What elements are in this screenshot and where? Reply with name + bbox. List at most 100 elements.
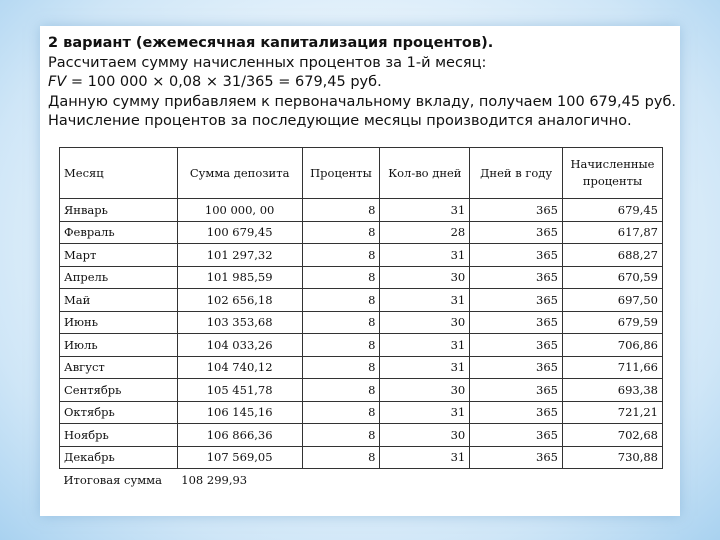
header-days: Кол-во дней: [379, 147, 471, 199]
cell-accrued-interest: 721,21: [561, 400, 664, 424]
cell-percent: 8: [301, 378, 381, 402]
cell-month: Сентябрь: [59, 378, 178, 402]
table-row: Ноябрь 106 866,36 8 30 365 702,68: [59, 423, 664, 447]
fv-symbol: FV: [48, 74, 67, 90]
cell-deposit: 101 985,59: [176, 265, 303, 289]
cell-percent: 8: [301, 423, 381, 447]
table-row: Февраль 100 679,45 8 28 365 617,87: [59, 220, 664, 244]
cell-days-in-year: 365: [469, 378, 563, 402]
cell-days-in-year: 365: [469, 333, 563, 357]
cell-days-in-year: 365: [469, 243, 563, 267]
cell-month: Июль: [59, 333, 178, 357]
header-accrued-interest: Начисленные проценты: [561, 147, 664, 199]
cell-days: 30: [379, 265, 471, 289]
intro-line-2: Рассчитаем сумму начисленных процентов з…: [48, 54, 487, 71]
cell-days: 31: [379, 198, 471, 222]
cell-days: 28: [379, 220, 471, 244]
cell-month: Июнь: [59, 310, 178, 334]
cell-percent: 8: [301, 265, 381, 289]
intro-line-5: Начисление процентов за последующие меся…: [48, 113, 632, 129]
cell-days: 31: [379, 288, 471, 312]
cell-accrued-interest: 617,87: [561, 220, 664, 244]
table-row: Сентябрь 105 451,78 8 30 365 693,38: [59, 378, 664, 402]
cell-percent: 8: [301, 333, 381, 357]
header-days-in-year: Дней в году: [469, 147, 563, 199]
cell-days-in-year: 365: [469, 265, 563, 289]
heading: 2 вариант (ежемесячная капитализация про…: [48, 35, 494, 51]
cell-deposit: 100 679,45: [176, 220, 303, 244]
intro-text: 2 вариант (ежемесячная капитализация про…: [48, 34, 677, 132]
cell-days-in-year: 365: [469, 198, 563, 222]
intro-line-4: Данную сумму прибавляем к первоначальном…: [48, 93, 677, 110]
cell-month: Январь: [59, 198, 178, 222]
cell-month: Октябрь: [59, 400, 178, 424]
cell-deposit: 101 297,32: [176, 243, 303, 267]
table-row: Май 102 656,18 8 31 365 697,50: [59, 288, 664, 312]
cell-accrued-interest: 711,66: [561, 355, 664, 379]
cell-deposit: 100 000, 00: [176, 198, 303, 222]
formula-text: = 100 000 × 0,08 × 31/365 = 679,45 руб.: [66, 74, 382, 90]
total-row: Итоговая сумма 108 299,93: [60, 469, 663, 491]
cell-month: Апрель: [59, 265, 178, 289]
cell-deposit: 107 569,05: [176, 445, 303, 469]
table-row: Август 104 740,12 8 31 365 711,66: [59, 355, 664, 379]
cell-deposit: 102 656,18: [176, 288, 303, 312]
table-row: Июнь 103 353,68 8 30 365 679,59: [59, 310, 664, 334]
cell-accrued-interest: 706,86: [561, 333, 664, 357]
cell-deposit: 106 866,36: [176, 423, 303, 447]
cell-days-in-year: 365: [469, 310, 563, 334]
cell-days-in-year: 365: [469, 355, 563, 379]
cell-month: Ноябрь: [59, 423, 178, 447]
cell-deposit: 104 740,12: [176, 355, 303, 379]
cell-month: Декабрь: [59, 445, 178, 469]
table-row: Июль 104 033,26 8 31 365 706,86: [59, 333, 664, 357]
cell-percent: 8: [301, 400, 381, 424]
cell-days: 31: [379, 445, 471, 469]
cell-accrued-interest: 688,27: [561, 243, 664, 267]
header-month: Месяц: [59, 147, 178, 199]
cell-days: 31: [379, 400, 471, 424]
cell-deposit: 106 145,16: [176, 400, 303, 424]
table-row: Март 101 297,32 8 31 365 688,27: [59, 243, 664, 267]
cell-accrued-interest: 693,38: [561, 378, 664, 402]
cell-days: 30: [379, 378, 471, 402]
formula-line: FV = 100 000 × 0,08 × 31/365 = 679,45 ру…: [48, 73, 673, 93]
cell-month: Февраль: [59, 220, 178, 244]
cell-percent: 8: [301, 310, 381, 334]
cell-days: 31: [379, 355, 471, 379]
cell-accrued-interest: 730,88: [561, 445, 664, 469]
cell-percent: 8: [301, 445, 381, 469]
slide: 2 вариант (ежемесячная капитализация про…: [40, 26, 680, 516]
header-deposit: Сумма депозита: [176, 147, 303, 199]
cell-accrued-interest: 697,50: [561, 288, 664, 312]
total-value: 108 299,93: [181, 472, 248, 487]
cell-accrued-interest: 702,68: [561, 423, 664, 447]
cell-days-in-year: 365: [469, 288, 563, 312]
header-percent: Проценты: [301, 147, 381, 199]
cell-days-in-year: 365: [469, 445, 563, 469]
cell-percent: 8: [301, 220, 381, 244]
cell-days: 30: [379, 310, 471, 334]
cell-month: Май: [59, 288, 178, 312]
table-row: Декабрь 107 569,05 8 31 365 730,88: [59, 445, 664, 469]
cell-percent: 8: [301, 243, 381, 267]
interest-table: Месяц Сумма депозита Проценты Кол-во дне…: [59, 147, 664, 491]
table-row: Апрель 101 985,59 8 30 365 670,59: [59, 265, 664, 289]
cell-deposit: 104 033,26: [176, 333, 303, 357]
cell-month: Август: [59, 355, 178, 379]
cell-accrued-interest: 670,59: [561, 265, 664, 289]
cell-days-in-year: 365: [469, 220, 563, 244]
cell-percent: 8: [301, 288, 381, 312]
table-header-row: Месяц Сумма депозита Проценты Кол-во дне…: [59, 147, 664, 199]
cell-percent: 8: [301, 198, 381, 222]
cell-deposit: 105 451,78: [176, 378, 303, 402]
table-row: Октябрь 106 145,16 8 31 365 721,21: [59, 400, 664, 424]
cell-days: 30: [379, 423, 471, 447]
cell-month: Март: [59, 243, 178, 267]
cell-accrued-interest: 679,45: [561, 198, 664, 222]
cell-percent: 8: [301, 355, 381, 379]
cell-days-in-year: 365: [469, 400, 563, 424]
cell-days: 31: [379, 333, 471, 357]
cell-days-in-year: 365: [469, 423, 563, 447]
cell-accrued-interest: 679,59: [561, 310, 664, 334]
